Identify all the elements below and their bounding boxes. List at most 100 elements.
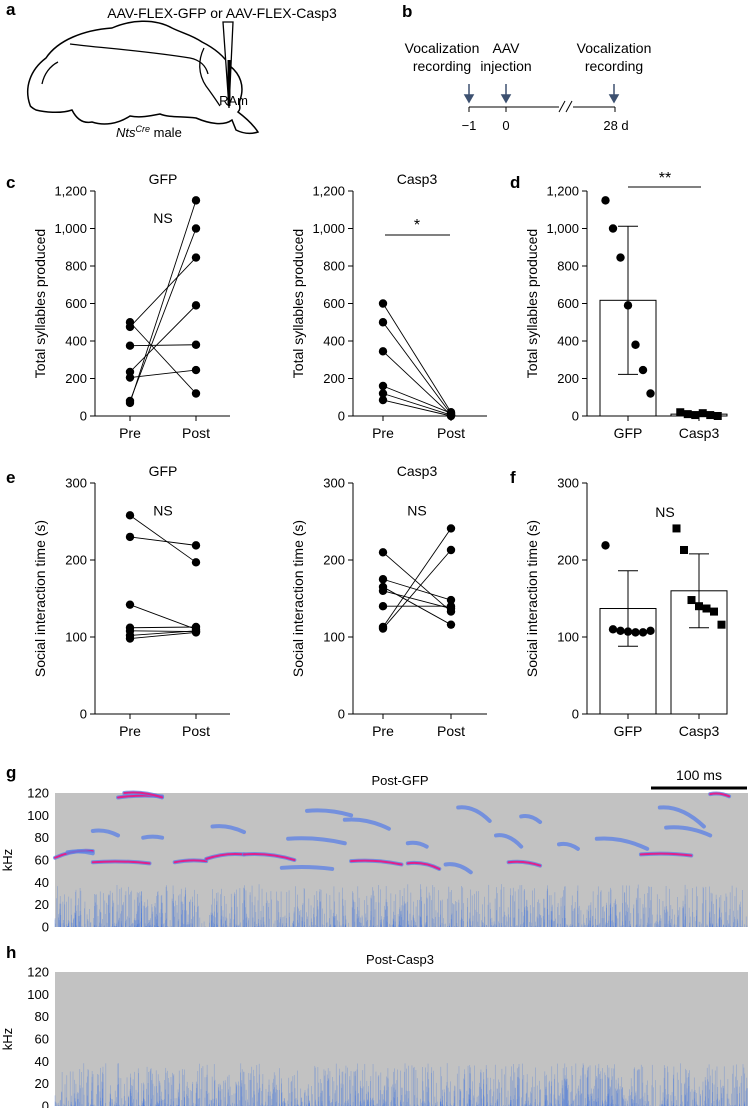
pair-line bbox=[382, 385, 452, 414]
call-peak bbox=[639, 852, 693, 857]
pair-line bbox=[129, 305, 197, 373]
data-point-gfp bbox=[601, 541, 610, 550]
pair-line bbox=[382, 303, 452, 413]
chart-c-gfp: 0 200 400 600 800 1,000 1,200 Pre Post Total syll… bbox=[32, 171, 230, 441]
pair-line bbox=[129, 630, 197, 636]
y-tick-label: 1,000 bbox=[546, 221, 579, 236]
y-tick-label: 100 bbox=[27, 808, 49, 823]
y-tick-label: 200 bbox=[323, 371, 345, 386]
pre-point bbox=[125, 511, 135, 520]
call-trace bbox=[279, 865, 335, 871]
post-point bbox=[191, 301, 201, 310]
x-tick-label: GFP bbox=[614, 723, 643, 739]
pair-line bbox=[129, 369, 197, 379]
panel-a: AAV-FLEX-GFP or AAV-FLEX-Casp3 RAm NtsCr… bbox=[26, 5, 337, 140]
y-tick-label: 600 bbox=[557, 296, 579, 311]
x-tick-label: Pre bbox=[119, 425, 141, 441]
data-point-casp3 bbox=[676, 408, 685, 417]
chart-e-casp3: 0 100 200 300 Pre Post Social interaction time… bbox=[290, 463, 487, 739]
x-tick-label: Post bbox=[182, 723, 210, 739]
y-axis-label: kHz bbox=[0, 1028, 15, 1050]
pre-point bbox=[378, 575, 388, 584]
call-trace bbox=[286, 836, 347, 846]
data-point-casp3 bbox=[672, 524, 681, 533]
pre-point bbox=[125, 398, 135, 408]
data-point-casp3 bbox=[695, 602, 703, 611]
data-point-gfp bbox=[631, 628, 640, 637]
chart-f: 0 100 200 300 GFP Casp3 Social interaction tim… bbox=[524, 476, 728, 739]
pair-line bbox=[382, 350, 452, 416]
y-tick-label: 200 bbox=[557, 553, 579, 568]
pre-point bbox=[378, 602, 388, 611]
y-tick-label: 60 bbox=[35, 853, 49, 868]
chart-title: GFP bbox=[149, 171, 178, 187]
cortex-line bbox=[69, 43, 209, 75]
event-1-line2: recording bbox=[413, 58, 471, 74]
post-point bbox=[446, 620, 456, 629]
call-trace bbox=[519, 814, 543, 825]
significance-label: NS bbox=[153, 503, 172, 519]
timeline-break-2 bbox=[565, 100, 573, 113]
x-tick-label: Pre bbox=[372, 425, 394, 441]
y-tick-label: 300 bbox=[65, 476, 87, 491]
y-tick-label: 800 bbox=[65, 259, 87, 274]
data-point-casp3 bbox=[706, 411, 715, 420]
timeline-tick-label-2: 0 bbox=[502, 118, 509, 133]
call-trace bbox=[141, 834, 165, 840]
y-tick-label: 400 bbox=[557, 334, 579, 349]
y-tick-label: 0 bbox=[338, 409, 345, 424]
call-trace bbox=[405, 840, 429, 849]
pair-line bbox=[382, 321, 452, 415]
y-tick-label: 200 bbox=[323, 553, 345, 568]
pair-line bbox=[129, 200, 197, 404]
x-tick-label: GFP bbox=[614, 425, 643, 441]
mouse-label-suffix: male bbox=[150, 125, 182, 140]
y-tick-label: 400 bbox=[65, 334, 87, 349]
y-axis-label: Social interaction time (s) bbox=[32, 520, 48, 677]
y-tick-label: 40 bbox=[35, 875, 49, 890]
pair-line bbox=[129, 536, 197, 546]
post-point bbox=[191, 628, 201, 637]
y-tick-label: 120 bbox=[27, 786, 49, 801]
post-point bbox=[191, 389, 201, 398]
y-tick-label: 0 bbox=[42, 1099, 49, 1108]
call-trace bbox=[305, 808, 354, 818]
post-point bbox=[191, 365, 201, 375]
y-tick-label: 200 bbox=[65, 553, 87, 568]
spectrogram-h: 0 20 40 60 80 100 120 kHz Post-Casp3 bbox=[0, 952, 748, 1108]
pair-line bbox=[382, 551, 452, 612]
y-axis-label: kHz bbox=[0, 849, 15, 871]
mouse-label-prefix: Nts bbox=[116, 125, 136, 140]
y-tick-label: 1,200 bbox=[546, 184, 579, 199]
injection-label: AAV-FLEX-GFP or AAV-FLEX-Casp3 bbox=[107, 5, 337, 21]
post-point bbox=[446, 524, 456, 533]
data-point-gfp bbox=[623, 301, 633, 310]
y-tick-label: 600 bbox=[65, 296, 87, 311]
y-tick-label: 1,200 bbox=[54, 184, 87, 199]
spectrogram-background bbox=[55, 793, 748, 927]
call-trace bbox=[494, 833, 524, 849]
post-point bbox=[446, 411, 456, 421]
pre-point bbox=[378, 381, 388, 391]
panel-label-d: d bbox=[510, 173, 520, 192]
post-point bbox=[191, 196, 201, 205]
y-tick-label: 20 bbox=[35, 1076, 49, 1091]
y-tick-label: 600 bbox=[323, 296, 345, 311]
data-point-gfp bbox=[616, 253, 625, 262]
significance-label: NS bbox=[153, 210, 172, 226]
y-tick-label: 0 bbox=[572, 707, 579, 722]
y-tick-label: 0 bbox=[80, 707, 87, 722]
pre-point bbox=[125, 634, 135, 643]
y-tick-label: 1,000 bbox=[312, 221, 345, 236]
call-trace bbox=[443, 862, 473, 875]
y-tick-label: 0 bbox=[338, 707, 345, 722]
pre-point bbox=[378, 624, 388, 633]
call-peak bbox=[123, 791, 164, 799]
pair-line bbox=[382, 549, 452, 629]
pre-point bbox=[125, 373, 135, 382]
data-point-gfp bbox=[623, 627, 633, 636]
panel-label-c: c bbox=[6, 173, 15, 192]
y-tick-label: 80 bbox=[35, 830, 49, 845]
data-point-casp3 bbox=[691, 411, 700, 420]
call-trace bbox=[557, 841, 580, 851]
